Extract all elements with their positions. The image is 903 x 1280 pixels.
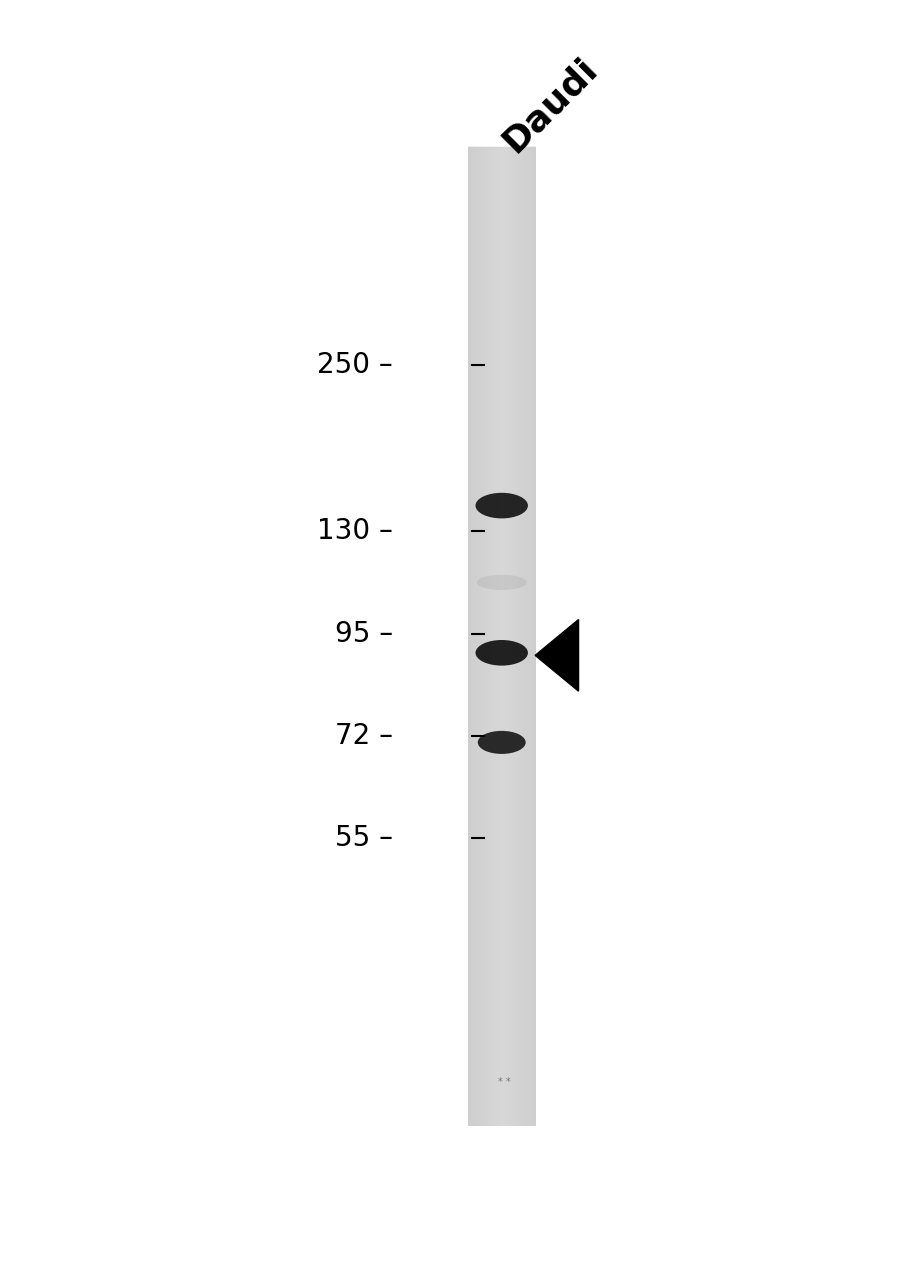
Text: 250 –: 250 –: [317, 351, 393, 379]
Text: Daudi: Daudi: [495, 51, 603, 159]
Text: 95 –: 95 –: [335, 620, 393, 648]
Polygon shape: [535, 620, 578, 691]
Ellipse shape: [478, 731, 526, 754]
Ellipse shape: [475, 640, 527, 666]
Text: * *: * *: [498, 1076, 510, 1087]
Text: 130 –: 130 –: [317, 517, 393, 545]
Ellipse shape: [475, 493, 527, 518]
Ellipse shape: [477, 575, 526, 590]
Text: 72 –: 72 –: [335, 722, 393, 750]
Text: 55 –: 55 –: [335, 824, 393, 852]
Bar: [468, 147, 535, 1126]
